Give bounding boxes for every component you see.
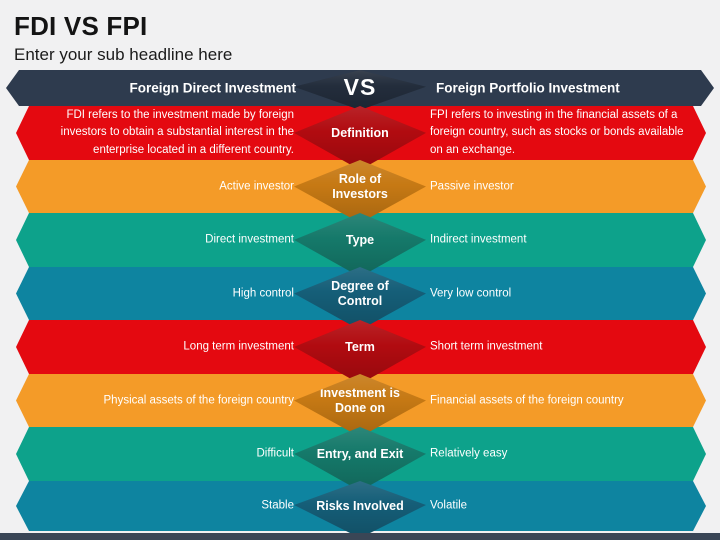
row-right-text: Financial assets of the foreign country [430,393,624,406]
row-left-text: Difficult [256,447,295,460]
row-label: Investment is Done on [320,385,400,415]
row-left-text: Physical assets of the foreign country [103,393,295,406]
header-left-label: Foreign Direct Investment [129,80,296,96]
row-right-text: Relatively easy [430,447,508,460]
vs-label: VS [343,74,377,101]
row-left-text: Stable [261,499,294,512]
sub-headline: Enter your sub headline here [14,45,233,64]
row-left-text: Long term investment [183,340,294,353]
row-left-text: FDI refers to the investment made by for… [60,109,294,156]
comparison-row: FDI refers to the investment made by for… [16,106,706,160]
row-label: Definition [331,125,389,140]
row-right-text: Short term investment [430,340,543,353]
row-left-text: Direct investment [205,233,294,246]
footer-bar [0,533,720,540]
row-label: Degree of Control [331,278,389,308]
row-right-text: Very low control [430,286,512,299]
row-right-text: Indirect investment [430,233,527,246]
row-label: Risks Involved [316,498,404,513]
row-left-text: Active investor [219,179,294,192]
row-right-text: Passive investor [430,179,514,192]
row-label: Role of Investors [332,171,388,201]
row-right-text: FPI refers to investing in the financial… [430,109,684,156]
page-title: FDI VS FPI [14,11,148,41]
row-right-text: Volatile [430,499,468,512]
row-label: Type [345,232,375,247]
row-label: Entry, and Exit [316,446,404,461]
row-label: Term [345,339,375,354]
row-left-text: High control [232,286,294,299]
header-right-label: Foreign Portfolio Investment [436,80,620,96]
